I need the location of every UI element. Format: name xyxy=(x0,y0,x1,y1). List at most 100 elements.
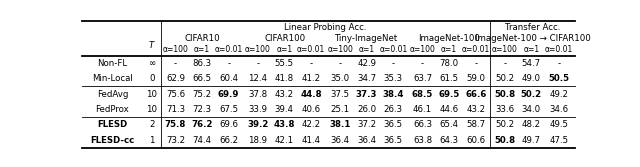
Text: 26.3: 26.3 xyxy=(384,105,403,114)
Text: 72.3: 72.3 xyxy=(193,105,211,114)
Text: 50.2: 50.2 xyxy=(495,74,515,83)
Text: 69.6: 69.6 xyxy=(219,120,238,129)
Text: 50.5: 50.5 xyxy=(548,74,570,83)
Text: 35.0: 35.0 xyxy=(331,74,350,83)
Text: -: - xyxy=(421,59,424,68)
Text: 34.7: 34.7 xyxy=(357,74,376,83)
Text: 43.2: 43.2 xyxy=(275,90,294,99)
Text: 43.2: 43.2 xyxy=(466,105,485,114)
Text: 41.2: 41.2 xyxy=(301,74,321,83)
Text: ∞: ∞ xyxy=(148,59,156,68)
Text: -: - xyxy=(339,59,342,68)
Text: CIFAR100: CIFAR100 xyxy=(264,34,305,43)
Text: 62.9: 62.9 xyxy=(166,74,185,83)
Text: 26.0: 26.0 xyxy=(357,105,376,114)
Text: -: - xyxy=(227,59,230,68)
Text: -: - xyxy=(503,59,506,68)
Text: -: - xyxy=(310,59,312,68)
Text: Tiny-ImageNet: Tiny-ImageNet xyxy=(335,34,399,43)
Text: 67.5: 67.5 xyxy=(219,105,238,114)
Text: 12.4: 12.4 xyxy=(248,74,268,83)
Text: 58.7: 58.7 xyxy=(466,120,485,129)
Text: 44.6: 44.6 xyxy=(440,105,459,114)
Text: α=1: α=1 xyxy=(358,45,374,54)
Text: 55.5: 55.5 xyxy=(275,59,294,68)
Text: 38.1: 38.1 xyxy=(330,120,351,129)
Text: FedAvg: FedAvg xyxy=(97,90,128,99)
Text: -: - xyxy=(256,59,259,68)
Text: 39.4: 39.4 xyxy=(275,105,294,114)
Text: 46.1: 46.1 xyxy=(413,105,432,114)
Text: Min-Local: Min-Local xyxy=(92,74,133,83)
Text: 63.7: 63.7 xyxy=(413,74,432,83)
Text: α=0.01: α=0.01 xyxy=(380,45,408,54)
Text: 41.8: 41.8 xyxy=(275,74,294,83)
Text: 69.9: 69.9 xyxy=(218,90,239,99)
Text: 68.5: 68.5 xyxy=(412,90,433,99)
Text: 60.4: 60.4 xyxy=(219,74,238,83)
Text: α=0.01: α=0.01 xyxy=(461,45,490,54)
Text: 86.3: 86.3 xyxy=(193,59,211,68)
Text: 66.3: 66.3 xyxy=(413,120,432,129)
Text: 35.3: 35.3 xyxy=(384,74,403,83)
Text: 64.3: 64.3 xyxy=(440,136,459,145)
Text: 44.8: 44.8 xyxy=(300,90,322,99)
Text: 42.1: 42.1 xyxy=(275,136,294,145)
Text: 61.5: 61.5 xyxy=(440,74,459,83)
Text: 39.2: 39.2 xyxy=(247,120,269,129)
Text: 59.0: 59.0 xyxy=(466,74,485,83)
Text: α=1: α=1 xyxy=(524,45,540,54)
Text: 54.7: 54.7 xyxy=(522,59,541,68)
Text: α=0.01: α=0.01 xyxy=(297,45,325,54)
Text: 71.3: 71.3 xyxy=(166,105,185,114)
Text: FedProx: FedProx xyxy=(95,105,129,114)
Text: α=1: α=1 xyxy=(194,45,210,54)
Text: α=100: α=100 xyxy=(492,45,518,54)
Text: 10: 10 xyxy=(147,105,157,114)
Text: 42.2: 42.2 xyxy=(301,120,321,129)
Text: 36.5: 36.5 xyxy=(384,120,403,129)
Text: 49.5: 49.5 xyxy=(550,120,569,129)
Text: 10: 10 xyxy=(147,90,157,99)
Text: -: - xyxy=(557,59,561,68)
Text: 66.2: 66.2 xyxy=(219,136,238,145)
Text: 33.6: 33.6 xyxy=(495,105,515,114)
Text: 50.2: 50.2 xyxy=(495,120,515,129)
Text: -: - xyxy=(474,59,477,68)
Text: 50.2: 50.2 xyxy=(521,90,542,99)
Text: 18.9: 18.9 xyxy=(248,136,268,145)
Text: 66.6: 66.6 xyxy=(465,90,486,99)
Text: 47.5: 47.5 xyxy=(550,136,569,145)
Text: $T$: $T$ xyxy=(148,39,156,50)
Text: Transfer Acc.: Transfer Acc. xyxy=(505,23,561,32)
Text: 75.6: 75.6 xyxy=(166,90,185,99)
Text: 42.9: 42.9 xyxy=(357,59,376,68)
Text: 50.8: 50.8 xyxy=(494,90,515,99)
Text: α=1: α=1 xyxy=(441,45,457,54)
Text: 63.8: 63.8 xyxy=(413,136,432,145)
Text: 2: 2 xyxy=(149,120,154,129)
Text: α=100: α=100 xyxy=(245,45,271,54)
Text: α=1: α=1 xyxy=(276,45,292,54)
Text: 36.5: 36.5 xyxy=(384,136,403,145)
Text: α=100: α=100 xyxy=(327,45,353,54)
Text: 74.4: 74.4 xyxy=(193,136,211,145)
Text: ImageNet-100 → CIFAR100: ImageNet-100 → CIFAR100 xyxy=(475,34,591,43)
Text: 36.4: 36.4 xyxy=(357,136,376,145)
Text: 75.2: 75.2 xyxy=(193,90,211,99)
Text: 37.5: 37.5 xyxy=(331,90,350,99)
Text: 48.2: 48.2 xyxy=(522,120,541,129)
Text: 37.8: 37.8 xyxy=(248,90,268,99)
Text: 1: 1 xyxy=(149,136,154,145)
Text: CIFAR10: CIFAR10 xyxy=(184,34,220,43)
Text: α=100: α=100 xyxy=(163,45,188,54)
Text: 36.4: 36.4 xyxy=(331,136,350,145)
Text: 78.0: 78.0 xyxy=(440,59,459,68)
Text: 60.6: 60.6 xyxy=(466,136,485,145)
Text: 37.2: 37.2 xyxy=(357,120,376,129)
Text: FLESD-cc: FLESD-cc xyxy=(90,136,134,145)
Text: FLESD: FLESD xyxy=(97,120,127,129)
Text: 41.4: 41.4 xyxy=(301,136,321,145)
Text: α=0.01: α=0.01 xyxy=(214,45,243,54)
Text: α=100: α=100 xyxy=(410,45,435,54)
